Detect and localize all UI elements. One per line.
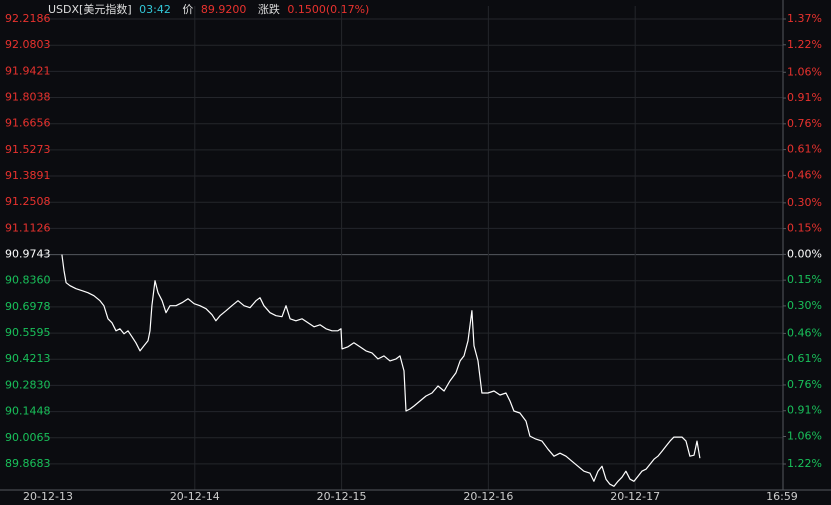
y2-tick-label: 1.22% xyxy=(787,457,822,470)
y-tick-label: 91.3891 xyxy=(5,169,51,182)
y2-tick-label: 0.15% xyxy=(787,222,822,235)
y-tick-label: 91.5273 xyxy=(5,143,51,156)
price: 89.9200 xyxy=(201,3,247,16)
y2-tick-label: 0.00% xyxy=(787,247,822,260)
y2-tick-label: 0.30% xyxy=(787,299,822,312)
y-tick-label: 90.0065 xyxy=(5,431,51,444)
x-tick-label: 20-12-15 xyxy=(317,490,367,503)
y-tick-label: 91.1126 xyxy=(5,221,51,234)
y2-tick-label: 0.61% xyxy=(787,352,822,365)
y-tick-label: 90.4213 xyxy=(5,352,51,365)
change: 0.1500(0.17%) xyxy=(287,3,369,16)
y2-tick-label: 0.46% xyxy=(787,326,822,339)
y2-tick-label: 1.22% xyxy=(787,38,822,51)
price-label: 价 xyxy=(182,3,193,16)
header: USDX[美元指数] 03:42 价 89.9200 涨跌 0.1500(0.1… xyxy=(48,2,369,16)
y-tick-label: 90.1448 xyxy=(5,405,51,418)
y2-tick-label: 0.91% xyxy=(787,404,822,417)
y-tick-label: 92.2186 xyxy=(5,12,51,25)
change-label: 涨跌 xyxy=(258,2,280,16)
x-tick-label: 20-12-17 xyxy=(610,490,660,503)
y-tick-label: 89.8683 xyxy=(5,457,51,470)
y-tick-label: 90.6978 xyxy=(5,300,51,313)
y2-tick-label: 0.15% xyxy=(787,273,822,286)
y-tick-label: 91.8038 xyxy=(5,91,51,104)
x-tick-label: 16:59 xyxy=(766,490,798,503)
symbol: USDX[美元指数] xyxy=(48,2,132,16)
y2-tick-label: 1.37% xyxy=(787,12,822,25)
y2-tick-label: 1.06% xyxy=(787,65,822,78)
price-line xyxy=(61,254,701,487)
y-tick-label: 92.0803 xyxy=(5,38,51,51)
y-tick-label: 90.8360 xyxy=(5,274,51,287)
y2-tick-label: 0.76% xyxy=(787,378,822,391)
x-tick-label: 20-12-14 xyxy=(170,490,220,503)
y-tick-label: 90.9743 xyxy=(5,248,51,261)
y2-tick-label: 0.46% xyxy=(787,168,822,181)
y2-tick-label: 0.30% xyxy=(787,196,822,209)
x-tick-label: 20-12-16 xyxy=(463,490,513,503)
y-tick-label: 91.2508 xyxy=(5,195,51,208)
y-tick-label: 91.9421 xyxy=(5,64,51,77)
x-tick-label: 20-12-13 xyxy=(23,490,73,503)
time: 03:42 xyxy=(139,3,171,16)
y2-tick-label: 1.06% xyxy=(787,429,822,442)
y-tick-label: 90.2830 xyxy=(5,378,51,391)
y2-tick-label: 0.61% xyxy=(787,143,822,156)
y-tick-label: 90.5595 xyxy=(5,326,51,339)
y2-tick-label: 0.91% xyxy=(787,91,822,104)
y-tick-label: 91.6656 xyxy=(5,117,51,130)
y2-tick-label: 0.76% xyxy=(787,117,822,130)
